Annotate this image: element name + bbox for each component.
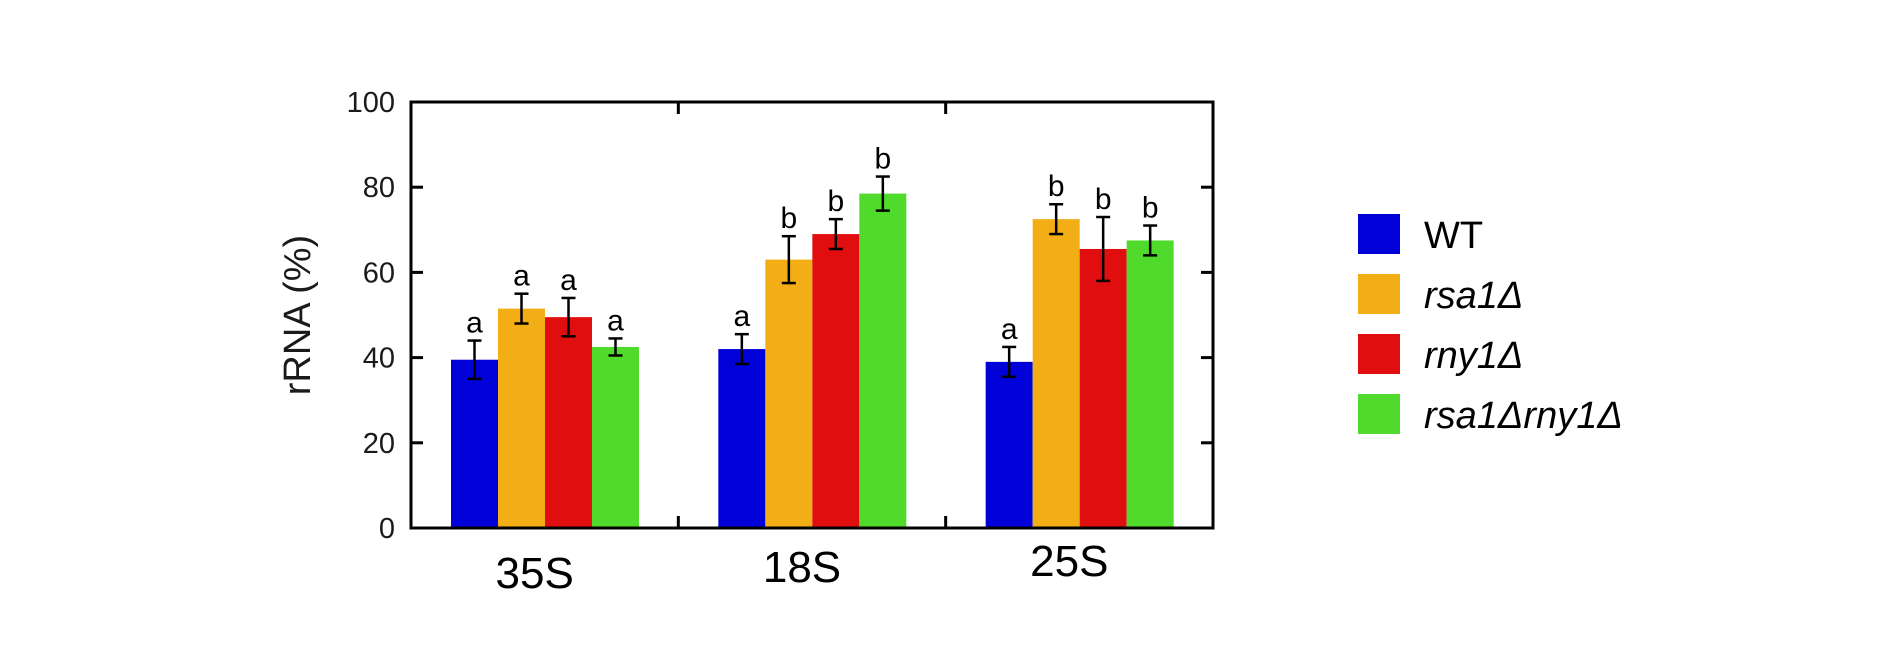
- bar-25S-2: [1032, 219, 1080, 528]
- bar-25S-3: [1079, 248, 1127, 528]
- significance-label-18S-2: b: [780, 202, 797, 235]
- legend-swatch-4: [1358, 394, 1400, 434]
- bar-35S-4: [592, 346, 639, 528]
- significance-label-18S-1: a: [733, 300, 750, 333]
- legend-swatch-3: [1358, 334, 1400, 374]
- significance-label-25S-4: b: [1142, 192, 1159, 225]
- bar-35S-3: [545, 317, 592, 528]
- bar-18S-1: [718, 349, 766, 528]
- y-tick-label-100: 100: [347, 87, 395, 119]
- bars-layer: [451, 193, 1174, 528]
- significance-label-18S-4: b: [874, 143, 891, 176]
- legend-label-2: rsa1Δ: [1424, 275, 1523, 317]
- legend-swatch-2: [1358, 274, 1400, 314]
- y-tick-label-80: 80: [363, 172, 395, 204]
- x-tick-label-18S: 18S: [763, 543, 841, 592]
- bar-35S-2: [498, 308, 545, 528]
- significance-label-35S-1: a: [466, 307, 483, 340]
- significance-label-35S-3: a: [560, 264, 577, 297]
- bar-18S-2: [765, 259, 813, 528]
- significance-label-25S-3: b: [1095, 183, 1112, 216]
- bar-35S-1: [451, 359, 498, 528]
- significance-label-35S-2: a: [513, 260, 530, 293]
- y-tick-label-60: 60: [363, 257, 395, 289]
- bar-18S-3: [812, 234, 860, 528]
- y-tick-label-40: 40: [363, 343, 395, 375]
- legend-swatch-1: [1358, 214, 1400, 254]
- bar-25S-1: [985, 361, 1033, 528]
- axis-ticks-layer: 35S 18S 25S 0 20 40 60 80 100: [347, 87, 1213, 598]
- bar-18S-4: [859, 193, 907, 528]
- plot-frame: [409, 100, 1215, 530]
- bar-25S-4: [1126, 240, 1174, 528]
- legend-label-3: rny1Δ: [1424, 335, 1523, 377]
- y-axis-label: rRNA (%): [277, 235, 319, 395]
- significance-label-18S-3: b: [827, 185, 844, 218]
- error-bars-layer: [467, 175, 1158, 381]
- legend-label-4: rsa1Δrny1Δ: [1424, 395, 1623, 437]
- significance-label-35S-4: a: [607, 304, 624, 337]
- significance-label-25S-1: a: [1001, 313, 1018, 346]
- y-tick-label-0: 0: [379, 513, 395, 545]
- x-tick-label-35S: 35S: [496, 549, 574, 598]
- y-tick-label-20: 20: [363, 428, 395, 460]
- x-tick-label-25S: 25S: [1030, 537, 1108, 586]
- legend-label-1: WT: [1424, 215, 1483, 257]
- significance-label-25S-2: b: [1048, 170, 1065, 203]
